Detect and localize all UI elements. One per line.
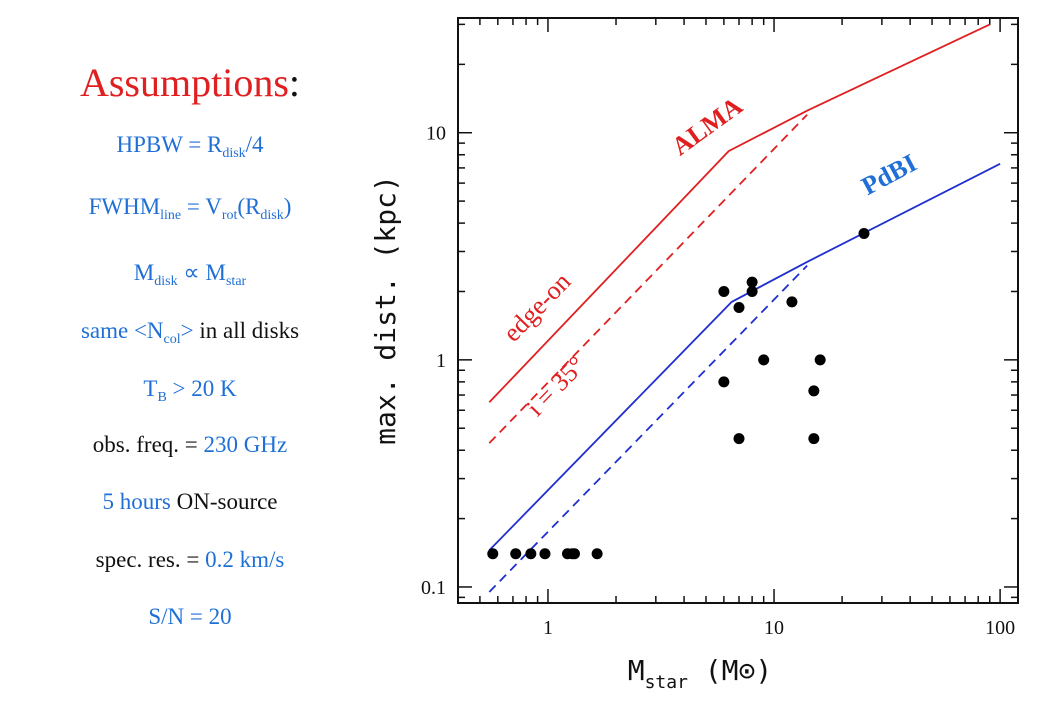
data-point — [758, 354, 770, 366]
series-line-pdbi — [488, 162, 1001, 551]
y-axis-title: max. dist. (kpc) — [369, 175, 402, 445]
data-point — [858, 228, 870, 240]
assumption-ncol: same <Ncol> in all disks — [80, 318, 300, 347]
x-axis-title: Mstar (M⊙) — [628, 654, 773, 693]
assumption-hours: 5 hours ON-source — [102, 489, 278, 514]
y-tick-label: 0.1 — [421, 577, 446, 599]
y-tick-label: 10 — [426, 123, 446, 145]
data-point — [808, 385, 820, 397]
data-point — [746, 285, 758, 297]
x-tick-label: 100 — [985, 617, 1015, 639]
series-line-alma — [488, 23, 991, 403]
data-point — [718, 376, 730, 388]
series-lines — [488, 23, 1001, 593]
assumptions-panel: Assumptions: HPBW = Rdisk/4 FWHMline = V… — [0, 0, 380, 720]
assumption-sn: S/N = 20 — [148, 604, 232, 629]
y-tick-label: 1 — [436, 350, 446, 372]
data-point — [568, 548, 580, 560]
data-point — [487, 548, 499, 560]
axis-ticks — [457, 18, 1018, 603]
assumption-freq: obs. freq. = 230 GHz — [92, 432, 288, 457]
data-points — [487, 228, 870, 560]
data-point — [786, 296, 798, 308]
x-tick-label: 1 — [543, 617, 553, 639]
edge-on-label: edge-on — [497, 267, 576, 347]
series-line-dashed-3 — [488, 264, 808, 593]
x-tick-label: 10 — [764, 617, 784, 639]
assumptions-title: Assumptions: — [79, 60, 301, 105]
data-point — [718, 285, 730, 297]
assumption-hpbw: HPBW = Rdisk/4 — [116, 132, 264, 161]
assumption-fwhm: FWHMline = Vrot(Rdisk) — [88, 194, 292, 223]
y-tick-labels: 0.1 1 10 — [421, 123, 446, 599]
data-point — [808, 433, 820, 445]
data-point — [591, 548, 603, 560]
plot-frame — [457, 17, 1019, 604]
assumption-mdisk: Mdisk ∝ Mstar — [133, 260, 247, 289]
data-point — [814, 354, 826, 366]
assumption-res: spec. res. = 0.2 km/s — [95, 547, 285, 572]
inclination-label: i = 35° — [521, 350, 591, 421]
data-point — [746, 276, 758, 288]
data-point — [510, 548, 522, 560]
series-line-dashed-1 — [488, 114, 808, 444]
x-tick-labels: 1 10 100 — [543, 617, 1015, 639]
pdbi-label: PdBI — [857, 148, 922, 201]
data-point — [733, 302, 745, 314]
data-point — [539, 548, 551, 560]
assumption-tb: TB > 20 K — [143, 376, 237, 405]
data-point — [733, 433, 745, 445]
alma-label: ALMA — [666, 91, 747, 161]
data-point — [525, 548, 537, 560]
